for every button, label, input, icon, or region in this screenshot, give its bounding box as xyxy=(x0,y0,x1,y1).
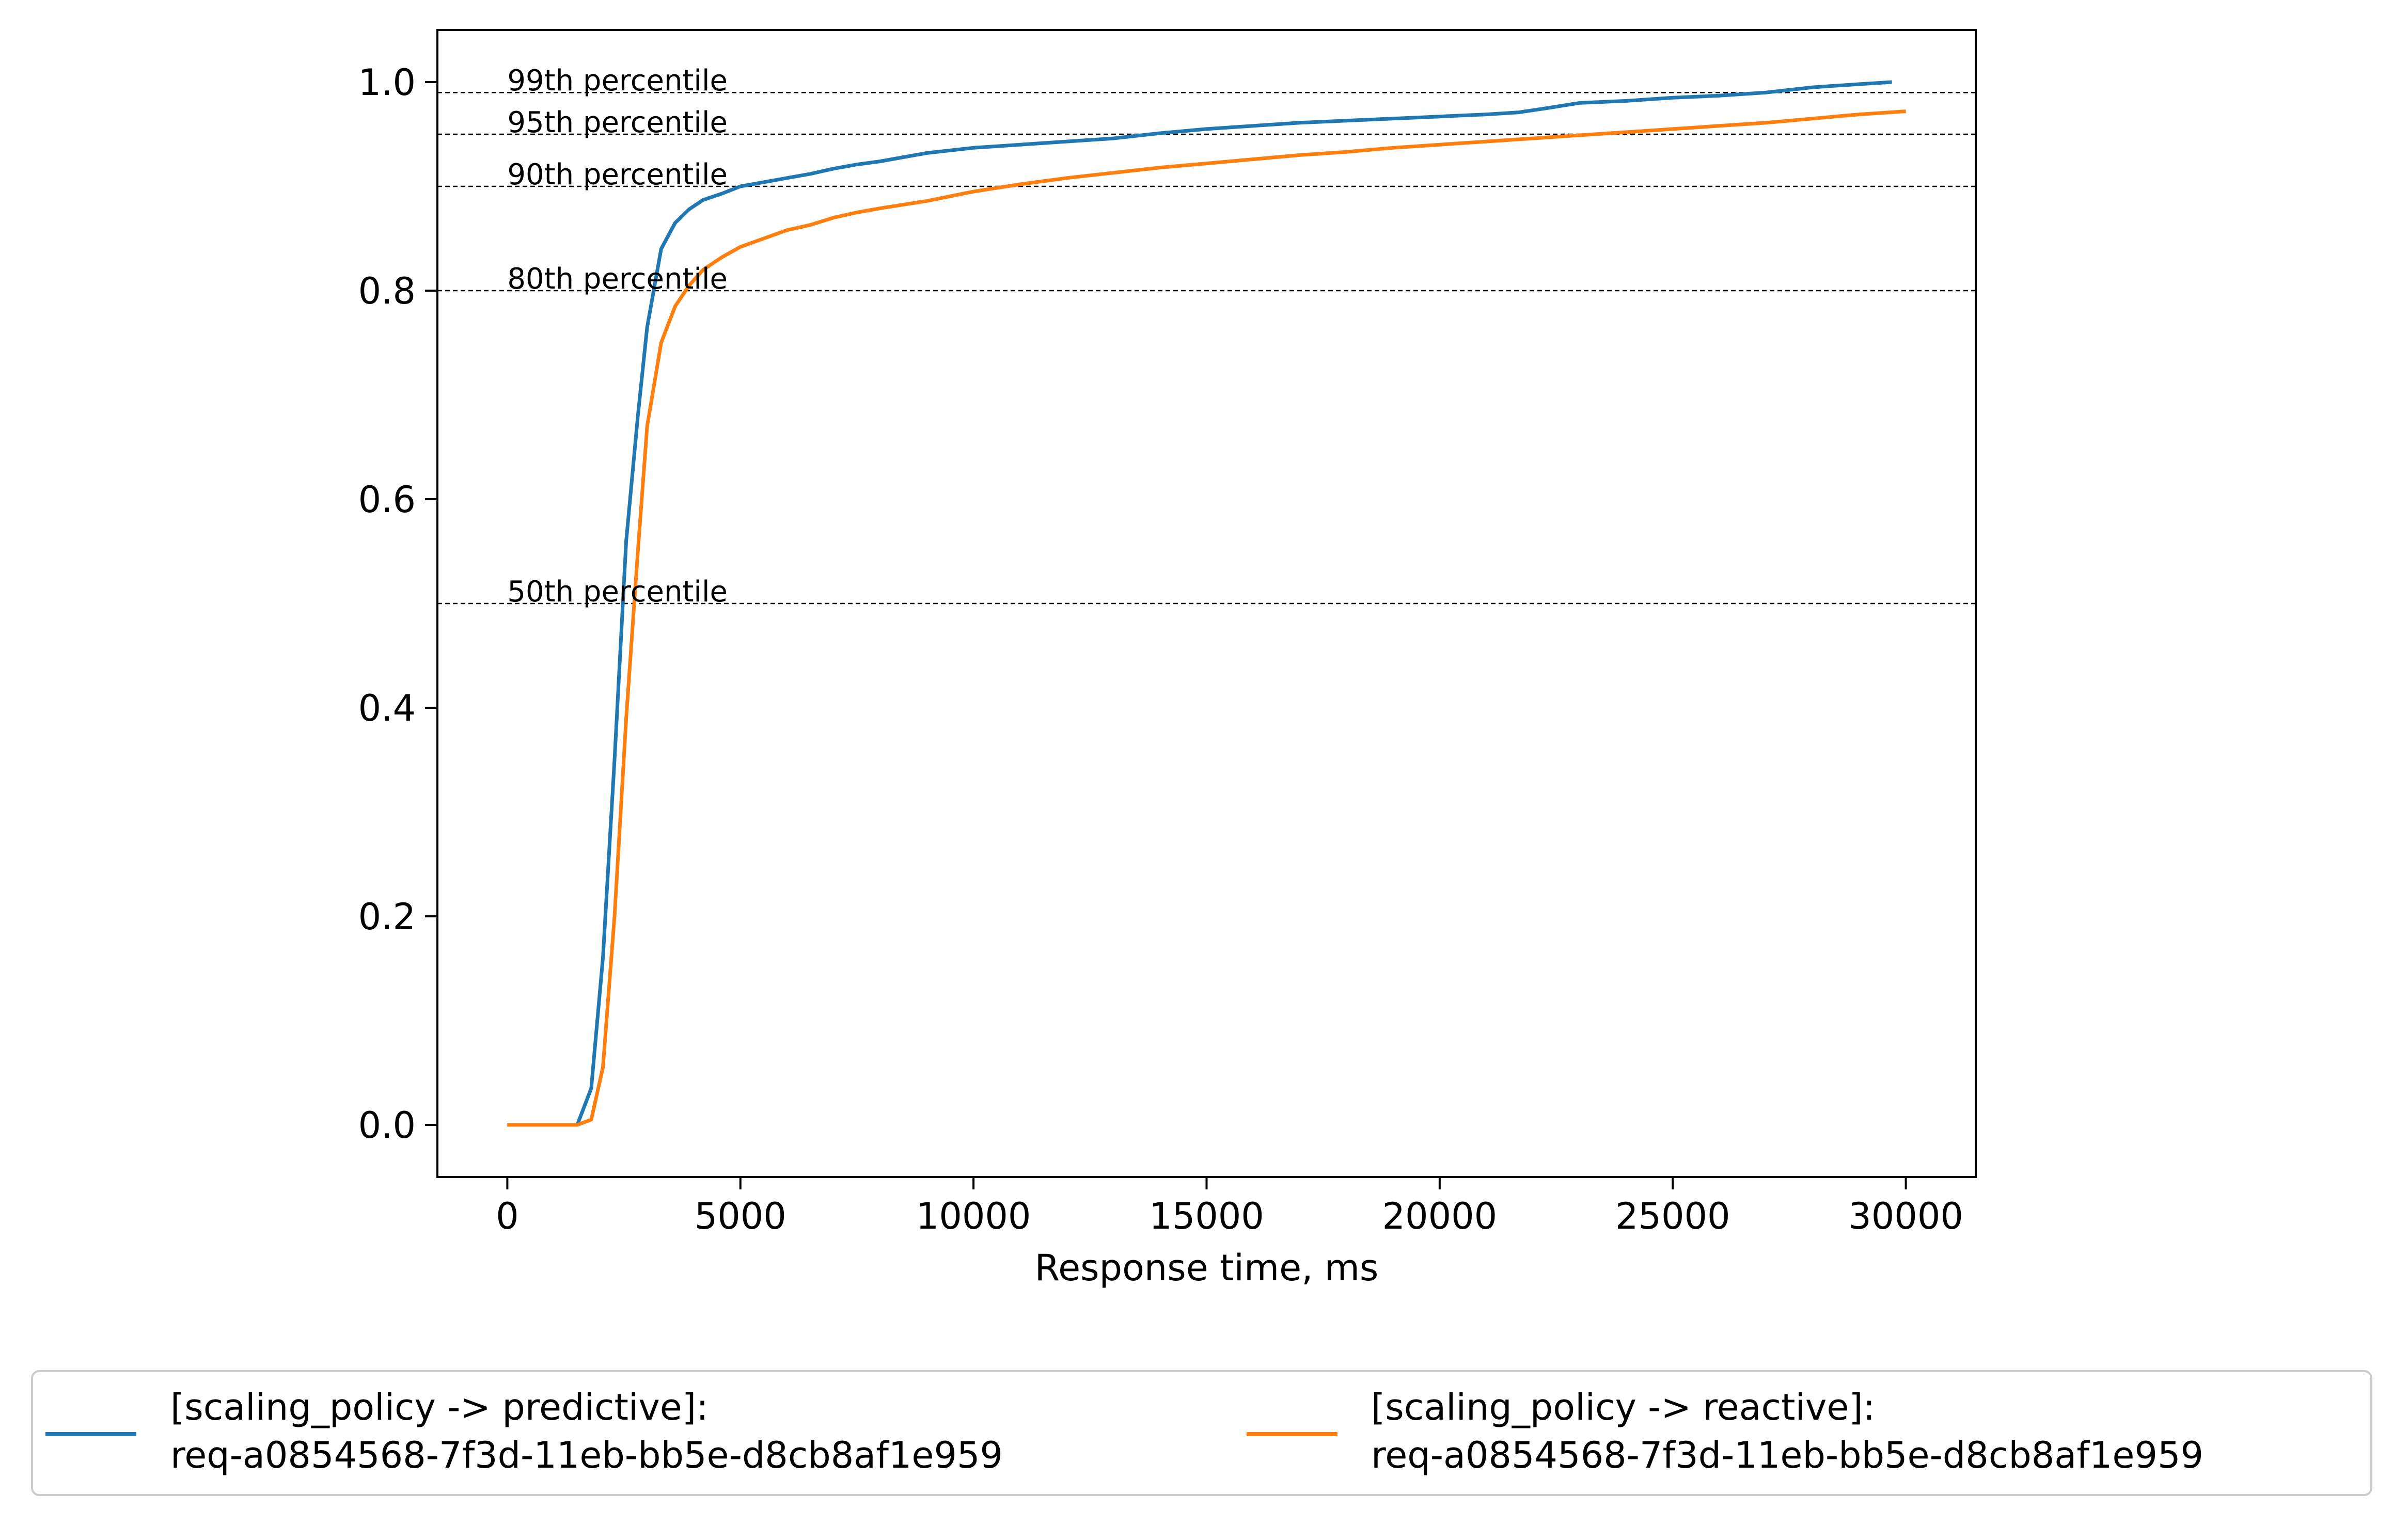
y-tick-label: 0.0 xyxy=(358,1104,416,1147)
percentile-label: 80th percentile xyxy=(507,262,728,296)
y-tick-label: 0.2 xyxy=(358,896,416,938)
legend: [scaling_policy -> predictive]: req-a085… xyxy=(31,1370,2372,1496)
x-tick-label: 15000 xyxy=(1149,1195,1264,1237)
y-tick-label: 0.8 xyxy=(358,270,416,312)
legend-label-reactive-line2: req-a0854568-7f3d-11eb-bb5e-d8cb8af1e959 xyxy=(1371,1434,2204,1476)
x-axis-title: Response time, ms xyxy=(1035,1247,1379,1289)
legend-box xyxy=(31,1370,2372,1496)
x-tick-label: 5000 xyxy=(695,1195,786,1237)
plot-area: 99th percentile 95th percentile 90th perce… xyxy=(437,64,1976,1127)
series-line-1 xyxy=(507,109,1906,1127)
x-tick-label: 30000 xyxy=(1848,1195,1963,1237)
percentile-lines xyxy=(437,91,1976,605)
legend-label-predictive-line2: req-a0854568-7f3d-11eb-bb5e-d8cb8af1e959 xyxy=(170,1434,1003,1476)
x-tick-label: 0 xyxy=(496,1195,519,1237)
x-axis-ticks: 0 5000 10000 15000 20000 25000 30000 xyxy=(496,1177,1963,1237)
series-lines xyxy=(507,80,1906,1127)
y-tick-label: 0.4 xyxy=(358,687,416,729)
x-tick-label: 10000 xyxy=(916,1195,1031,1237)
legend-label-reactive-line1: [scaling_policy -> reactive]: xyxy=(1371,1386,1875,1428)
x-tick-label: 20000 xyxy=(1382,1195,1498,1237)
percentile-label: 99th percentile xyxy=(507,64,728,98)
legend-label-predictive-line1: [scaling_policy -> predictive]: xyxy=(170,1386,709,1428)
y-tick-label: 1.0 xyxy=(358,61,416,104)
percentile-label: 50th percentile xyxy=(507,575,728,609)
y-tick-label: 0.6 xyxy=(358,479,416,521)
y-axis-ticks: 0.0 0.2 0.4 0.6 0.8 1.0 xyxy=(358,61,437,1147)
series-line-0 xyxy=(507,80,1892,1127)
percentile-label: 95th percentile xyxy=(507,106,728,139)
percentile-label: 90th percentile xyxy=(507,158,728,192)
x-tick-label: 25000 xyxy=(1615,1195,1730,1237)
percentile-labels: 99th percentile 95th percentile 90th perce… xyxy=(507,64,728,609)
